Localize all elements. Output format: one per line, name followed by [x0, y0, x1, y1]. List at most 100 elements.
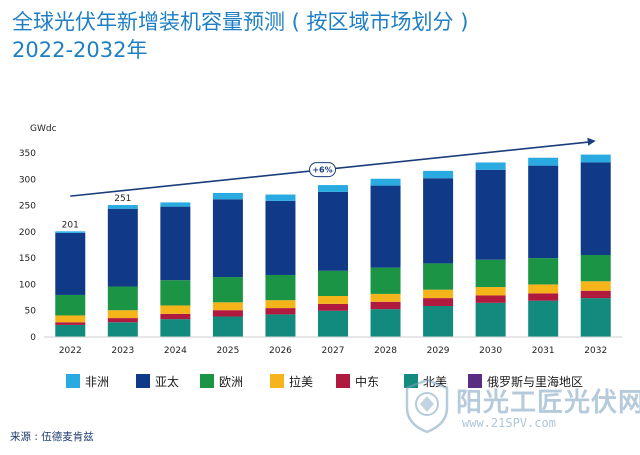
y-tick-label: 50: [25, 307, 37, 317]
legend-swatch: [270, 374, 284, 388]
bar-segment: [423, 298, 454, 306]
bar-segment: [55, 231, 86, 233]
legend-label: 欧洲: [219, 375, 243, 389]
bar-segment: [370, 178, 401, 186]
bar-segment: [580, 154, 611, 163]
legend-swatch: [336, 374, 350, 388]
legend-swatch: [136, 374, 150, 388]
bar-segment: [475, 302, 506, 337]
x-tick-label: 2029: [427, 346, 450, 356]
bar-segment: [370, 301, 401, 310]
bar-segment: [318, 303, 348, 311]
bar-segment: [107, 205, 138, 209]
y-axis-label: GWdc: [30, 124, 57, 134]
bar-segment: [107, 318, 138, 323]
bar-segment: [475, 287, 506, 296]
y-tick-label: 300: [19, 175, 36, 185]
bar-segment: [212, 316, 243, 337]
bar-segment: [55, 324, 86, 337]
watermark-text: 阳光工匠光伏网: [456, 388, 640, 418]
bar-segment: [528, 300, 559, 337]
bar-segment: [318, 270, 348, 296]
bar-segment: [265, 300, 296, 309]
legend-label: 亚太: [155, 374, 179, 389]
x-tick-label: 2031: [532, 346, 555, 356]
x-tick-label: 2023: [111, 346, 134, 356]
bar-segment: [107, 322, 138, 337]
bar-segment: [423, 305, 454, 337]
legend-label: 中东: [355, 374, 379, 389]
bar-segment: [580, 298, 611, 337]
bar-segment: [423, 178, 454, 264]
legend-label: 俄罗斯与里海地区: [487, 374, 583, 389]
bar-segment: [55, 232, 86, 295]
y-tick-label: 100: [19, 280, 36, 290]
bar-segment: [423, 263, 454, 290]
bar-segment: [55, 322, 86, 325]
bar-segment: [528, 157, 559, 166]
bar-segment: [580, 281, 611, 291]
legend-swatch: [200, 374, 214, 388]
y-tick-label: 150: [19, 254, 36, 264]
growth-badge: [308, 162, 336, 178]
bar-segment: [528, 284, 559, 294]
x-tick-label: 2026: [269, 346, 292, 356]
bar-segment: [318, 191, 348, 271]
bar-segment: [475, 259, 506, 288]
watermark-seal-icon: [405, 378, 449, 434]
bar-segment: [265, 314, 296, 337]
bar-segment: [160, 280, 191, 306]
bar-segment: [212, 277, 243, 303]
bar-segment: [580, 254, 611, 282]
bar-segment: [318, 185, 348, 192]
bar-segment: [265, 194, 296, 201]
bar-segment: [475, 295, 506, 303]
bar-segment: [160, 202, 191, 207]
trend-arrow-head: [587, 137, 596, 146]
bar-segment: [160, 305, 191, 314]
legend-label: 拉美: [289, 374, 313, 389]
x-tick-label: 2024: [164, 346, 187, 356]
bar-segment: [212, 310, 243, 317]
bar-segment: [370, 309, 401, 337]
bar-segment: [265, 274, 296, 301]
x-tick-label: 2022: [59, 346, 82, 356]
source-note: 来源 : 伍德麦肯兹: [10, 431, 94, 443]
bar-segment: [55, 294, 86, 316]
legend-swatch: [66, 374, 80, 388]
bar-segment: [265, 308, 296, 315]
x-tick-label: 2025: [216, 346, 239, 356]
bar-segment: [212, 199, 243, 278]
x-tick-label: 2027: [322, 346, 345, 356]
bar-segment: [160, 319, 191, 337]
chart-subtitle: 2022-2032年: [12, 38, 148, 62]
bar-segment: [107, 208, 138, 287]
bar-segment: [475, 162, 506, 170]
growth-label: +6%: [312, 166, 332, 175]
bar-segment: [370, 267, 401, 294]
bar-segment: [528, 293, 559, 301]
bar-segment: [528, 258, 559, 285]
bar-segment: [580, 290, 611, 299]
data-label: 201: [62, 220, 79, 230]
bar-segment: [318, 310, 348, 337]
y-tick-label: 250: [19, 202, 36, 212]
x-tick-label: 2030: [479, 346, 502, 356]
bar-segment: [475, 169, 506, 260]
bar-segment: [370, 185, 401, 268]
bar-segment: [55, 315, 86, 323]
data-label: 251: [114, 194, 131, 204]
bar-segment: [160, 313, 191, 320]
bar-segment: [370, 293, 401, 302]
bar-segment: [580, 162, 611, 255]
chart-title: 全球光伏年新增装机容量预测 ( 按区域市场划分 ): [12, 10, 469, 34]
bar-segment: [160, 206, 191, 281]
x-tick-label: 2032: [584, 346, 607, 356]
bar-segment: [212, 192, 243, 200]
legend-swatch: [468, 374, 482, 388]
y-tick-label: 0: [30, 333, 36, 343]
bar-segment: [107, 310, 138, 319]
y-tick-label: 200: [19, 228, 36, 238]
bar-segment: [265, 200, 296, 275]
